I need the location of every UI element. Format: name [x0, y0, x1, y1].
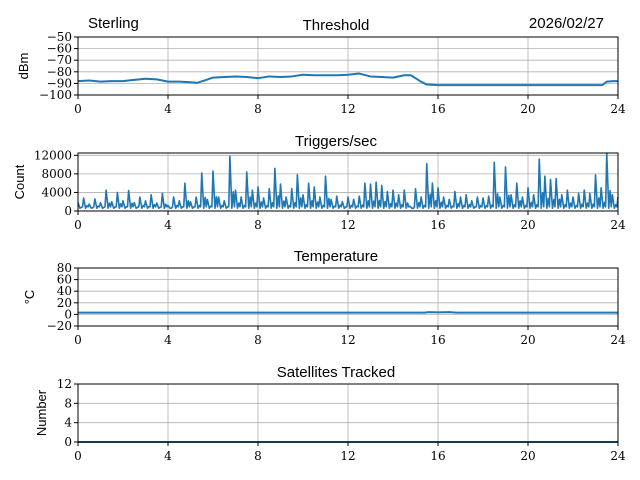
data-series-line	[77, 72, 618, 87]
y-tick-label: −50	[47, 30, 72, 44]
y-tick-label: 0	[64, 435, 72, 449]
x-tick-label: 4	[164, 449, 172, 463]
x-tick-label: 8	[254, 102, 262, 116]
data-series-line	[78, 311, 618, 314]
y-tick-label: 20	[57, 296, 72, 310]
x-tick-label: 16	[430, 218, 445, 232]
x-tick-label: 20	[520, 102, 535, 116]
x-tick-label: 12	[340, 333, 355, 347]
subplot-title: Threshold	[303, 17, 370, 34]
y-tick-label: 12	[57, 377, 72, 391]
x-tick-label: 4	[164, 218, 172, 232]
x-tick-label: 8	[254, 218, 262, 232]
x-tick-label: 0	[74, 449, 82, 463]
subplot-2: 0 4 8 12 16 20 24 0 4000 8000 12000 Triggers/sec Cou…	[12, 133, 626, 232]
x-tick-label: 24	[610, 218, 626, 232]
subplot-title: Temperature	[294, 248, 378, 265]
y-tick-label: 4	[64, 416, 72, 430]
subplot-title: Triggers/sec	[295, 133, 377, 150]
y-axis-label: Number	[34, 389, 49, 436]
y-tick-label: 0	[64, 307, 72, 321]
y-tick-label: −90	[47, 76, 72, 90]
x-tick-label: 8	[254, 449, 262, 463]
y-tick-label: −100	[39, 88, 72, 102]
y-tick-label: 12000	[34, 148, 72, 162]
y-tick-label: 0	[64, 204, 72, 218]
x-tick-label: 20	[520, 333, 535, 347]
station-label: Sterling	[88, 15, 139, 32]
y-tick-label: 4000	[41, 185, 72, 199]
x-tick-label: 24	[610, 449, 626, 463]
subplot-title: Satellites Tracked	[277, 364, 395, 381]
x-tick-label: 12	[340, 218, 355, 232]
y-axis-label: Count	[12, 164, 27, 199]
y-tick-label: 8000	[41, 167, 72, 181]
date-label: 2026/02/27	[529, 15, 604, 32]
subplot-4: 0 4 8 12 16 20 24 0 4 8 12 Satellites Tracked Number	[34, 364, 626, 463]
x-tick-label: 0	[74, 102, 82, 116]
x-tick-label: 12	[340, 102, 355, 116]
x-tick-label: 16	[430, 102, 445, 116]
y-tick-label: 40	[57, 284, 72, 298]
x-tick-label: 12	[340, 449, 355, 463]
x-tick-label: 24	[610, 102, 626, 116]
y-tick-label: 80	[57, 261, 72, 275]
x-tick-label: 0	[74, 218, 82, 232]
y-tick-label: 8	[64, 396, 72, 410]
x-tick-label: 24	[610, 333, 626, 347]
y-tick-label: −60	[47, 42, 72, 56]
x-tick-label: 20	[520, 449, 535, 463]
x-tick-label: 20	[520, 218, 535, 232]
y-tick-label: −20	[47, 319, 72, 333]
x-tick-label: 16	[430, 333, 445, 347]
data-series-line	[77, 152, 619, 210]
y-tick-label: 60	[57, 273, 72, 287]
x-tick-label: 4	[164, 102, 172, 116]
y-tick-label: −70	[47, 53, 72, 67]
y-axis-label: dBm	[16, 53, 31, 80]
x-tick-label: 0	[74, 333, 82, 347]
y-axis-label: °C	[22, 290, 37, 305]
subplot-1: 0 4 8 12 16 20 24 −100−90−80−70−60−50 Threshold d…	[16, 17, 626, 116]
x-tick-label: 16	[430, 449, 445, 463]
x-tick-label: 4	[164, 333, 172, 347]
x-tick-label: 8	[254, 333, 262, 347]
y-tick-label: −80	[47, 65, 72, 79]
